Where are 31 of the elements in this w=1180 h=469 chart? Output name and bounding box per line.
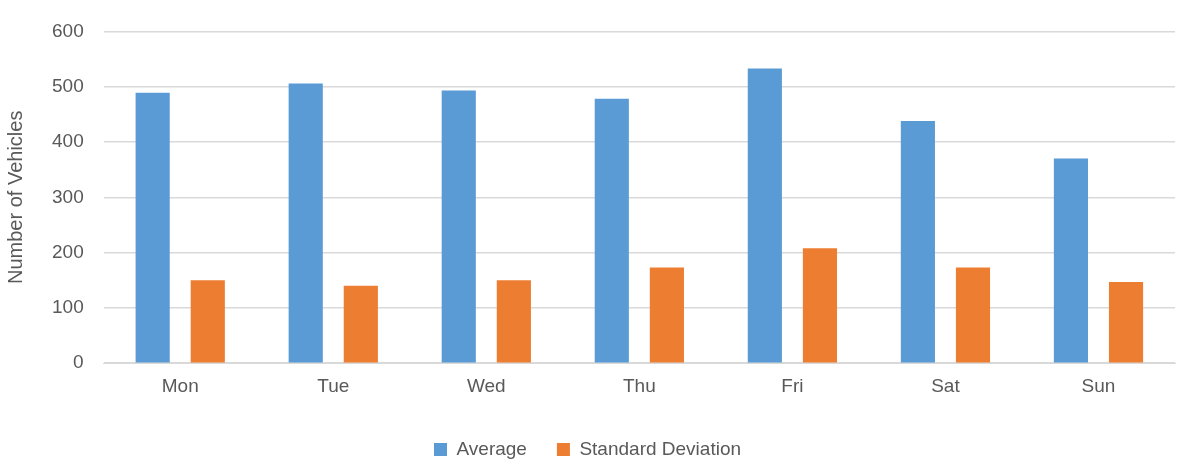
bar <box>343 285 378 363</box>
bar <box>802 248 838 363</box>
x-tick-label: Fri <box>781 374 804 396</box>
y-tick-label: 100 <box>52 296 84 318</box>
bar <box>190 280 225 363</box>
bar <box>900 120 935 363</box>
y-tick-label: 400 <box>52 130 84 152</box>
bar <box>1053 158 1089 363</box>
legend-label: Average <box>456 437 527 459</box>
bar <box>496 280 531 363</box>
bar <box>441 90 476 363</box>
bar <box>594 98 629 363</box>
y-axis-title: Number of Vehicles <box>3 110 26 285</box>
x-tick-label: Thu <box>622 374 656 396</box>
x-tick-label: Sat <box>931 374 961 396</box>
bar <box>955 267 991 363</box>
x-tick-label: Wed <box>466 374 506 396</box>
y-tick-label: 500 <box>52 74 84 96</box>
x-tick-label: Sun <box>1081 374 1116 396</box>
bar <box>747 68 782 363</box>
bar <box>1108 281 1144 363</box>
y-tick-label: 0 <box>73 351 84 373</box>
x-tick-label: Tue <box>317 374 350 396</box>
y-tick-label: 300 <box>52 185 84 207</box>
legend-label: Standard Deviation <box>579 437 742 459</box>
y-tick-label: 200 <box>52 240 84 262</box>
x-tick-label: Mon <box>161 374 199 396</box>
bar <box>649 267 684 363</box>
bar <box>135 92 170 363</box>
y-tick-label: 600 <box>52 19 84 41</box>
bar <box>288 83 323 363</box>
